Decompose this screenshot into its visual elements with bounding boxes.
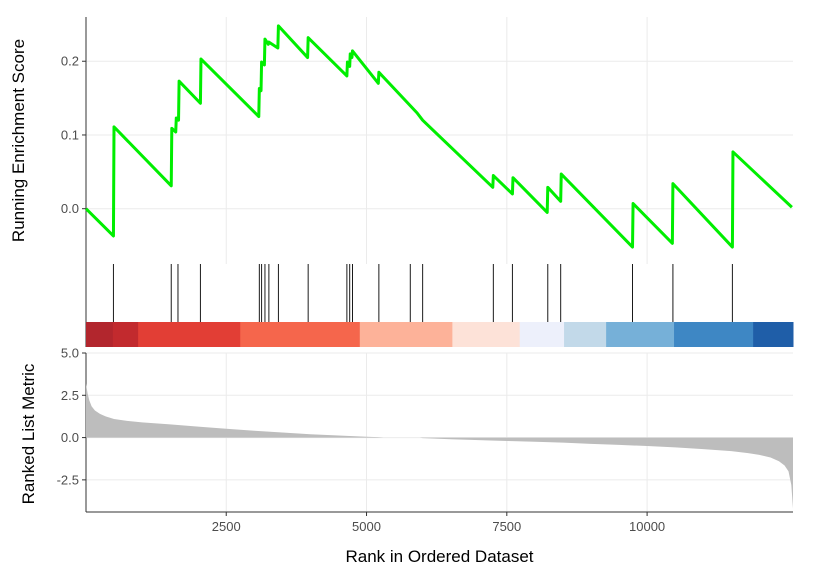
- ranked-metric-y-ticks: 5.0 2.5 0.0 -2.5: [57, 346, 86, 487]
- x-axis-ticks: 2500 5000 7500 10000: [212, 512, 665, 534]
- ranked-metric-area: [86, 383, 793, 509]
- x-tick-label: 10000: [629, 519, 665, 534]
- running-score-y-ticks: 0.0 0.1 0.2: [61, 54, 86, 216]
- running-score-y-axis-title: Running Enrichment Score: [9, 39, 28, 242]
- running-score-y-tick-label: 0.1: [61, 127, 79, 142]
- running-score-series-line: [84, 24, 793, 249]
- color-bar-segment: [359, 322, 453, 347]
- color-bar-segment: [138, 322, 241, 347]
- color-bar-segment: [564, 322, 607, 347]
- color-bar-segment: [753, 322, 794, 347]
- running-score-y-tick-label: 0.0: [61, 201, 79, 216]
- gene-hit-ticks: [112, 264, 733, 322]
- color-bar-segment: [452, 322, 521, 347]
- ranked-metric-y-axis-title: Ranked List Metric: [19, 363, 38, 504]
- hits-panel: [85, 264, 794, 347]
- x-axis-title: Rank in Ordered Dataset: [345, 547, 533, 566]
- ranked-metric-y-tick-label: 0.0: [61, 430, 79, 445]
- x-tick-label: 5000: [352, 519, 381, 534]
- ranked-metric-y-tick-label: -2.5: [57, 472, 79, 487]
- running-score-y-tick-label: 0.2: [61, 54, 79, 69]
- color-bar-segment: [674, 322, 754, 347]
- color-bar-segment: [606, 322, 675, 347]
- color-bar-segment: [240, 322, 361, 347]
- running-score-panel: 0.0 0.1 0.2 Running Enrichment Score: [9, 17, 793, 264]
- color-bar-segment: [86, 322, 114, 347]
- x-tick-label: 2500: [212, 519, 241, 534]
- ranked-metric-y-tick-label: 5.0: [61, 346, 79, 361]
- ranked-metric-y-tick-label: 2.5: [61, 388, 79, 403]
- color-bar-segment: [112, 322, 139, 347]
- ranked-metric-panel: 5.0 2.5 0.0 -2.5 2500 5000 7500 10000 Ranked L…: [19, 346, 793, 566]
- color-bar-segment: [519, 322, 565, 347]
- rank-color-bar: [86, 322, 794, 347]
- x-tick-label: 7500: [492, 519, 521, 534]
